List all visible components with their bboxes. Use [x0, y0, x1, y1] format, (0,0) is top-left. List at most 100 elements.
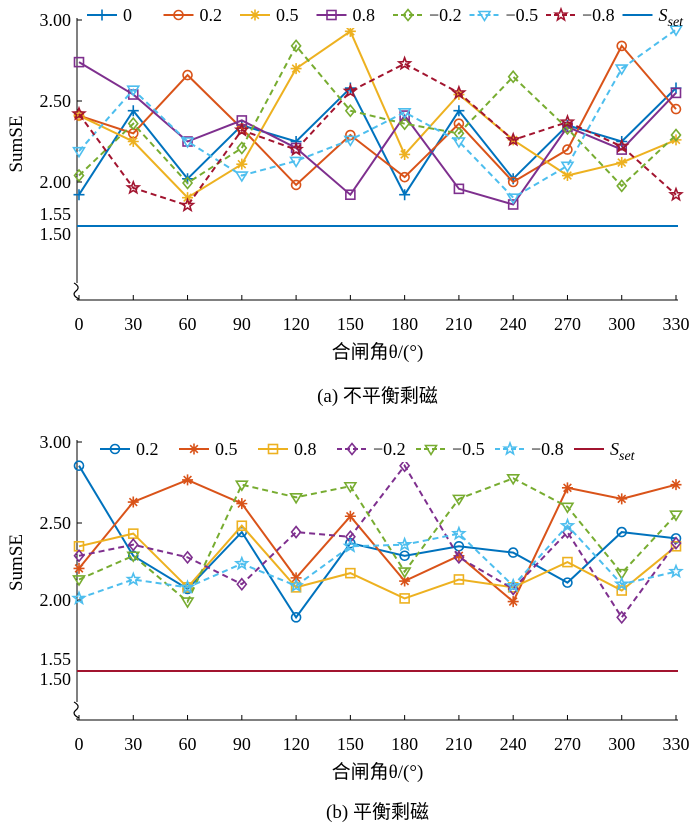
- legend-threshold-name: S: [659, 5, 668, 25]
- x-tick-label-4: 120: [283, 314, 310, 334]
- series-1-point-3: [236, 498, 248, 510]
- series-1-point-5: [344, 510, 356, 522]
- series-6-point-0: [71, 105, 87, 121]
- series-1-point-1: [127, 496, 139, 508]
- legend-label-3: −0.2: [373, 439, 406, 459]
- series-2-point-5: [344, 25, 356, 37]
- series-line-1: [78, 44, 677, 187]
- y-tick-label-2: 2.00: [40, 172, 72, 192]
- series-line-4: [78, 44, 677, 188]
- series-5-point-5: [343, 135, 358, 147]
- legend-marker-1: [173, 9, 184, 21]
- y-tick-label-3: 2.50: [40, 513, 72, 533]
- series-4-point-0: [73, 168, 85, 183]
- x-tick-label-3: 90: [233, 734, 251, 754]
- series-5-point-6: [397, 108, 412, 120]
- x-axis-label: 合闸角θ/(°): [332, 761, 424, 783]
- series-6-point-10: [613, 138, 630, 154]
- x-tick-label-10: 300: [608, 314, 635, 334]
- series-1-point-6: [399, 171, 410, 183]
- series-2-point-10: [616, 157, 628, 169]
- series-5-point-4: [289, 156, 304, 168]
- series-4-point-2: [180, 597, 195, 609]
- series-5-point-9: [560, 161, 575, 173]
- legend-label-4: −0.5: [452, 439, 485, 459]
- series-2-point-6: [399, 593, 410, 604]
- series-5-point-8: [506, 193, 521, 205]
- y-tick-label-4: 3.00: [40, 432, 72, 452]
- series-5-point-2: [179, 579, 196, 595]
- series-4-point-5: [344, 103, 356, 118]
- legend-marker-1: [188, 443, 200, 455]
- series-0-point-1: [127, 105, 139, 117]
- series-4-point-6: [397, 567, 412, 579]
- series-5-point-11: [669, 25, 683, 37]
- series-6-point-9: [559, 113, 576, 129]
- x-tick-label-7: 210: [445, 734, 472, 754]
- series-4-point-1: [127, 116, 139, 131]
- x-tick-label-11: 330: [663, 734, 690, 754]
- legend-threshold-subscript: set: [668, 15, 685, 30]
- series-4-point-4: [290, 39, 302, 53]
- series-6-point-4: [288, 141, 304, 157]
- series-3-point-5: [345, 189, 356, 201]
- x-tick-label-4: 120: [283, 734, 310, 754]
- legend-marker-3: [326, 9, 337, 21]
- y-tick-label-0: 1.50: [40, 669, 72, 689]
- legend-label-5: −0.5: [506, 5, 539, 25]
- series-1-point-2: [182, 69, 193, 81]
- series-6-point-6: [396, 55, 413, 71]
- series-4-point-8: [507, 69, 519, 84]
- x-tick-label-6: 180: [391, 734, 418, 754]
- series-5-point-7: [451, 137, 466, 149]
- series-line-5: [78, 524, 677, 600]
- legend-marker-5: [477, 10, 492, 23]
- series-4-point-2: [182, 176, 194, 190]
- series-4-point-5: [343, 481, 358, 494]
- series-0-point-11: [670, 533, 682, 544]
- legend-label-5: −0.8: [531, 439, 564, 459]
- legend-marker-6: [553, 6, 569, 22]
- series-4-point-9: [560, 502, 575, 514]
- series-line-2: [78, 524, 677, 600]
- legend-threshold-name: S: [610, 439, 619, 459]
- series-4-point-11: [669, 510, 683, 522]
- y-axis-label: SumSE: [6, 534, 27, 591]
- series-2-point-9: [562, 556, 573, 568]
- series-5-point-0: [72, 146, 86, 159]
- legend-label-4: −0.2: [429, 5, 462, 25]
- panel-caption: (b) 平衡剩磁: [326, 801, 429, 823]
- series-2-point-4: [290, 63, 302, 75]
- series-3-point-0: [73, 56, 85, 68]
- series-5-point-8: [505, 577, 522, 593]
- x-tick-label-0: 0: [75, 734, 84, 754]
- series-2-point-1: [127, 136, 139, 147]
- series-4-point-10: [614, 568, 629, 581]
- x-tick-label-10: 300: [608, 734, 635, 754]
- series-1-point-10: [616, 493, 628, 505]
- series-4-point-7: [453, 126, 465, 141]
- series-2-point-6: [399, 148, 411, 160]
- series-2-point-3: [236, 158, 248, 170]
- series-2-point-11: [670, 540, 682, 552]
- series-3-point-3: [236, 577, 248, 591]
- legend-label-3: 0.8: [353, 5, 376, 25]
- series-4-point-8: [506, 474, 521, 486]
- series-1-point-9: [561, 482, 573, 494]
- series-line-1: [78, 478, 677, 604]
- series-4-point-1: [126, 551, 141, 563]
- series-3-point-8: [507, 199, 519, 210]
- series-3-point-11: [670, 87, 682, 99]
- series-2-point-9: [561, 170, 573, 182]
- series-5-point-7: [451, 525, 467, 541]
- y-tick-label-1: 1.55: [40, 649, 72, 669]
- series-5-point-3: [234, 171, 249, 183]
- x-tick-label-2: 60: [179, 734, 197, 754]
- series-3-point-1: [127, 537, 139, 552]
- legend-label-0: 0.2: [136, 439, 159, 459]
- y-tick-label-0: 1.50: [40, 224, 72, 244]
- series-line-6: [78, 62, 677, 207]
- series-3-point-10: [616, 610, 628, 625]
- legend-label-6: −0.8: [582, 5, 615, 25]
